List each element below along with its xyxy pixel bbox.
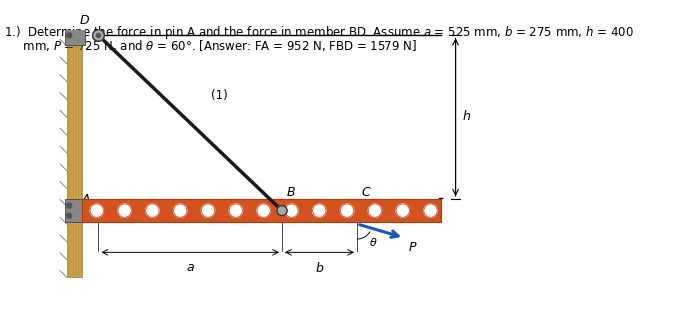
Text: $\theta$: $\theta$	[369, 236, 377, 248]
Circle shape	[396, 204, 410, 217]
Text: $C$: $C$	[361, 186, 372, 199]
Text: $b$: $b$	[315, 261, 324, 275]
Circle shape	[340, 204, 354, 217]
Circle shape	[368, 204, 382, 217]
Circle shape	[118, 204, 132, 217]
Circle shape	[285, 204, 298, 217]
Circle shape	[229, 204, 242, 217]
Text: $a$: $a$	[186, 261, 195, 274]
Circle shape	[66, 33, 72, 38]
Circle shape	[146, 204, 159, 217]
Circle shape	[229, 204, 242, 217]
Circle shape	[97, 33, 101, 38]
Circle shape	[313, 204, 326, 217]
Circle shape	[66, 213, 72, 218]
Circle shape	[257, 204, 270, 217]
Circle shape	[424, 204, 438, 217]
Circle shape	[92, 30, 104, 41]
Text: $A$: $A$	[81, 193, 92, 206]
Circle shape	[174, 204, 187, 217]
Text: $D$: $D$	[79, 14, 90, 27]
Circle shape	[202, 204, 215, 217]
Circle shape	[285, 204, 298, 217]
Bar	[82, 199, 440, 222]
Circle shape	[257, 204, 270, 217]
Circle shape	[66, 203, 72, 208]
Bar	[66, 0, 82, 278]
Circle shape	[90, 204, 104, 217]
Circle shape	[174, 204, 187, 217]
Text: $B$: $B$	[286, 186, 296, 199]
Text: (1): (1)	[211, 89, 228, 102]
Circle shape	[146, 204, 159, 217]
Text: $P$: $P$	[408, 241, 418, 254]
Circle shape	[424, 204, 438, 217]
Circle shape	[202, 204, 215, 217]
Circle shape	[340, 204, 354, 217]
Bar	[65, 199, 85, 222]
Circle shape	[90, 204, 104, 217]
Circle shape	[277, 206, 287, 216]
Text: 1.)  Determine the force in pin A and the force in member BD. Assume $a$ = 525 m: 1.) Determine the force in pin A and the…	[4, 24, 634, 41]
Circle shape	[313, 204, 326, 217]
Text: $h$: $h$	[462, 109, 471, 123]
Bar	[65, 26, 85, 45]
Circle shape	[368, 204, 382, 217]
Text: mm, $P$ = 725 N, and $\theta$ = 60°. [Answer: FA = 952 N, FBD = 1579 N]: mm, $P$ = 725 N, and $\theta$ = 60°. [An…	[4, 38, 417, 53]
Circle shape	[396, 204, 410, 217]
Circle shape	[118, 204, 132, 217]
